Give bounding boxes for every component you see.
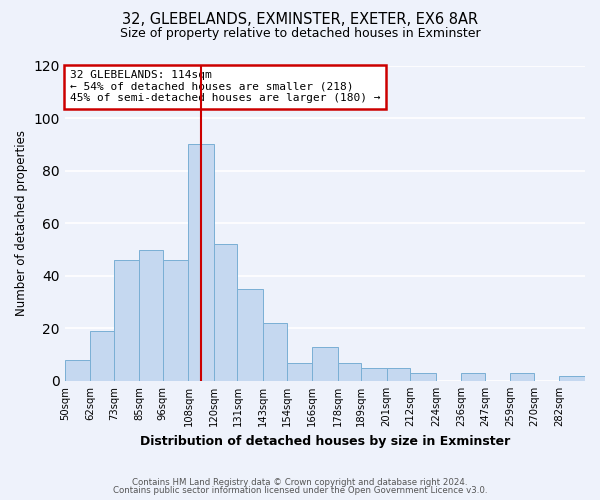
Text: Size of property relative to detached houses in Exminster: Size of property relative to detached ho… bbox=[119, 28, 481, 40]
Text: 32, GLEBELANDS, EXMINSTER, EXETER, EX6 8AR: 32, GLEBELANDS, EXMINSTER, EXETER, EX6 8… bbox=[122, 12, 478, 28]
Y-axis label: Number of detached properties: Number of detached properties bbox=[15, 130, 28, 316]
Bar bbox=[263, 323, 287, 381]
Bar bbox=[461, 373, 485, 381]
Bar bbox=[238, 289, 263, 381]
Text: 32 GLEBELANDS: 114sqm
← 54% of detached houses are smaller (218)
45% of semi-det: 32 GLEBELANDS: 114sqm ← 54% of detached … bbox=[70, 70, 380, 103]
X-axis label: Distribution of detached houses by size in Exminster: Distribution of detached houses by size … bbox=[140, 434, 510, 448]
Bar bbox=[91, 331, 114, 381]
Bar bbox=[361, 368, 387, 381]
Bar bbox=[214, 244, 238, 381]
Bar bbox=[559, 376, 585, 381]
Bar bbox=[338, 362, 361, 381]
Bar bbox=[188, 144, 214, 381]
Text: Contains HM Land Registry data © Crown copyright and database right 2024.: Contains HM Land Registry data © Crown c… bbox=[132, 478, 468, 487]
Bar bbox=[511, 373, 534, 381]
Bar bbox=[163, 260, 188, 381]
Bar bbox=[387, 368, 410, 381]
Bar bbox=[287, 362, 312, 381]
Bar bbox=[410, 373, 436, 381]
Bar bbox=[312, 347, 338, 381]
Bar bbox=[65, 360, 91, 381]
Text: Contains public sector information licensed under the Open Government Licence v3: Contains public sector information licen… bbox=[113, 486, 487, 495]
Bar bbox=[139, 250, 163, 381]
Bar bbox=[114, 260, 139, 381]
